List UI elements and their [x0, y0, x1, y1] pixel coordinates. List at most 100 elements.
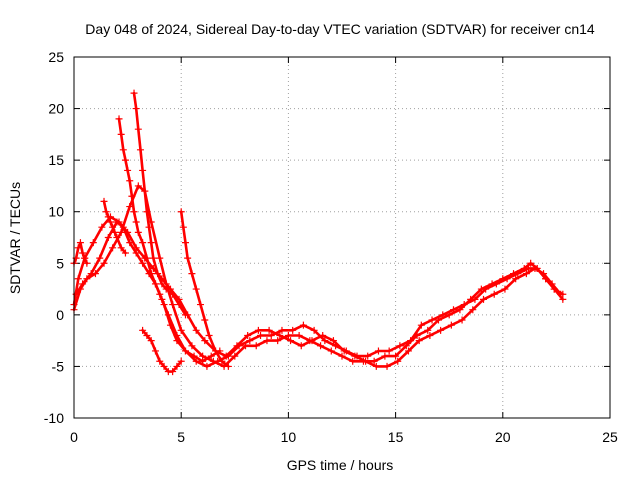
data-point — [196, 301, 204, 309]
data-point — [364, 352, 372, 360]
data-point — [480, 295, 488, 303]
data-point — [162, 285, 170, 293]
data-point — [447, 321, 455, 329]
data-point — [166, 321, 174, 329]
y-tick-label: 15 — [48, 152, 64, 168]
y-tick-label: -10 — [44, 410, 64, 426]
data-point — [119, 146, 127, 154]
data-point — [471, 295, 479, 303]
series-track-5 — [130, 89, 189, 319]
data-point — [121, 249, 129, 257]
data-point — [404, 347, 412, 355]
data-point — [192, 326, 200, 334]
data-point — [106, 218, 114, 226]
series-track-6 — [177, 208, 232, 370]
data-point — [289, 326, 297, 334]
data-point — [130, 208, 138, 216]
data-point — [525, 264, 533, 272]
data-point — [540, 270, 548, 278]
data-point — [136, 146, 144, 154]
data-point — [392, 352, 400, 360]
grid — [74, 57, 610, 418]
data-point — [121, 156, 129, 164]
data-point — [177, 326, 185, 334]
data-point — [177, 208, 185, 216]
data-layer — [70, 89, 567, 376]
series-track-8 — [100, 197, 129, 257]
data-point — [383, 362, 391, 370]
data-point — [460, 301, 468, 309]
data-point — [100, 259, 108, 267]
data-point — [115, 115, 123, 123]
data-point — [145, 223, 153, 231]
data-point — [548, 280, 556, 288]
data-point — [139, 239, 147, 247]
data-point — [139, 166, 147, 174]
data-point — [115, 218, 123, 226]
data-point — [276, 331, 284, 339]
data-point — [169, 301, 177, 309]
data-point — [104, 234, 112, 241]
data-point — [79, 280, 87, 288]
data-point — [351, 352, 359, 360]
series-line — [132, 91, 187, 317]
x-tick-label: 10 — [281, 429, 297, 445]
data-point — [201, 337, 209, 345]
data-point — [132, 244, 140, 252]
data-point — [151, 280, 159, 288]
data-point — [338, 352, 346, 360]
data-point — [295, 331, 303, 339]
data-point — [252, 342, 260, 350]
data-point — [134, 182, 142, 190]
data-point — [514, 270, 522, 278]
data-point — [522, 270, 530, 278]
series-track-1 — [70, 182, 567, 370]
data-point — [203, 362, 211, 370]
data-point — [531, 264, 539, 272]
data-point — [96, 254, 104, 262]
data-point — [151, 347, 159, 355]
data-point — [527, 259, 535, 267]
data-point — [492, 280, 500, 288]
data-point — [143, 331, 151, 339]
data-point — [449, 306, 457, 314]
data-point — [156, 290, 164, 298]
data-point — [308, 337, 316, 345]
x-axis-label: GPS time / hours — [287, 457, 394, 473]
data-point — [319, 331, 327, 339]
data-point — [117, 244, 125, 252]
data-point — [89, 239, 97, 247]
data-point — [385, 347, 393, 355]
data-point — [212, 347, 220, 355]
data-point — [132, 218, 140, 226]
data-point — [557, 290, 565, 298]
data-point — [76, 239, 84, 247]
data-point — [263, 337, 271, 345]
data-point — [231, 352, 239, 360]
data-point — [417, 321, 425, 329]
series-line — [74, 220, 565, 368]
data-point — [134, 125, 142, 133]
data-point — [188, 270, 196, 278]
data-point — [297, 342, 305, 350]
data-point — [426, 331, 434, 339]
data-point — [149, 254, 157, 262]
data-point — [310, 326, 318, 334]
data-point — [512, 275, 520, 283]
x-tick-label: 5 — [177, 429, 185, 445]
data-point — [190, 352, 198, 360]
chart-title: Day 048 of 2024, Sidereal Day-to-day VTE… — [85, 21, 595, 37]
data-point — [124, 166, 132, 174]
data-point — [284, 331, 292, 339]
series-line — [72, 184, 565, 368]
y-tick-label: 10 — [48, 204, 64, 220]
data-point — [74, 244, 82, 252]
data-point — [222, 352, 230, 360]
data-point — [117, 228, 125, 236]
data-point — [160, 362, 168, 370]
data-point — [218, 357, 226, 365]
data-point — [184, 254, 192, 262]
y-tick-label: 25 — [48, 49, 64, 65]
data-point — [160, 301, 168, 309]
